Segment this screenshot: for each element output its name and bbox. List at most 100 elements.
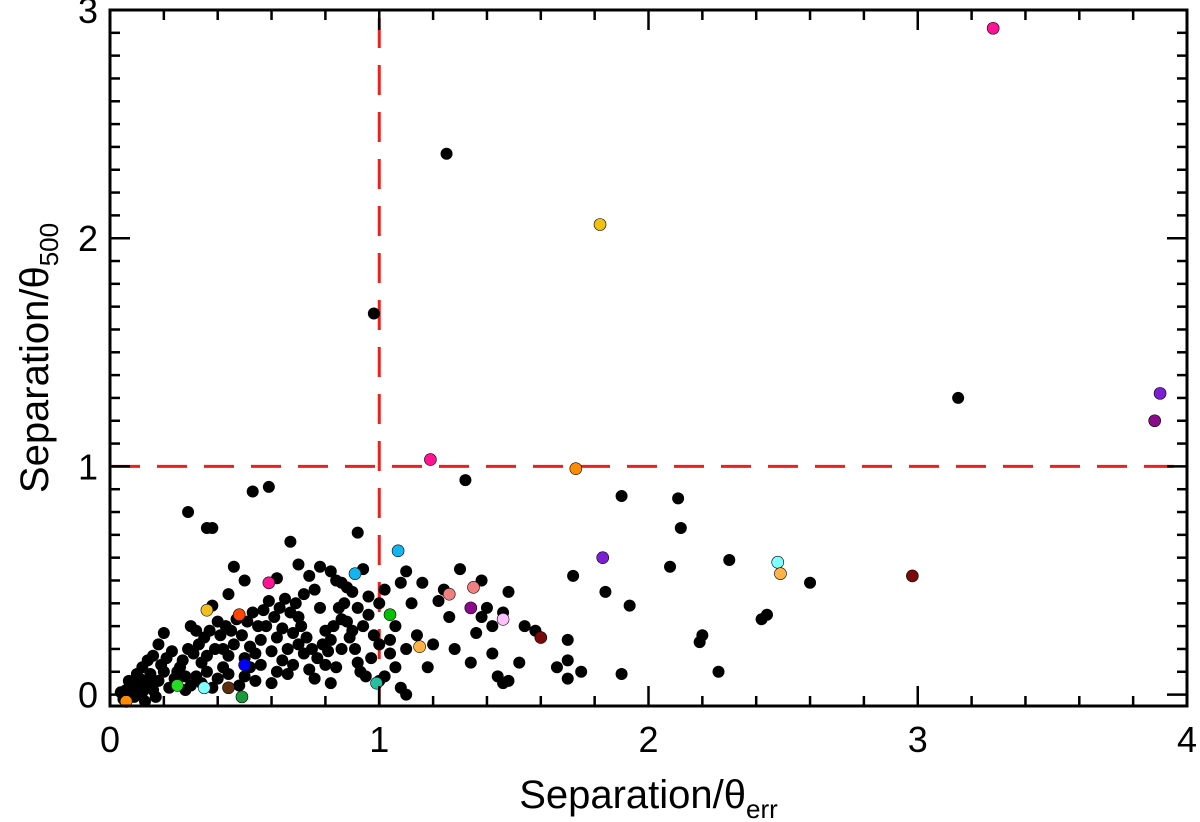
data-point (480, 601, 493, 614)
data-point (712, 665, 725, 678)
data-point (308, 672, 321, 685)
data-point (459, 474, 472, 487)
data-point (475, 574, 488, 587)
data-point (139, 695, 152, 708)
data-point (359, 670, 372, 683)
y-tick-label: 0 (78, 675, 98, 716)
data-point (276, 654, 289, 667)
data-point (144, 668, 157, 681)
data-point (246, 606, 259, 619)
data-point (389, 620, 402, 633)
data-point (362, 608, 375, 621)
data-point (152, 674, 165, 687)
data-point (378, 583, 391, 596)
data-point (534, 631, 548, 644)
tick-marks (108, 8, 1189, 706)
data-point (227, 638, 240, 651)
data-point (246, 485, 259, 498)
data-point (265, 645, 278, 658)
data-point (200, 665, 213, 678)
data-point (238, 670, 251, 683)
data-point (804, 576, 817, 589)
data-point (615, 668, 628, 681)
data-point (249, 674, 262, 687)
data-point (324, 633, 337, 646)
data-point (338, 597, 351, 610)
data-point (448, 642, 461, 655)
data-point (351, 601, 364, 614)
data-point (217, 642, 230, 655)
data-point (311, 652, 324, 665)
data-point (760, 608, 773, 621)
data-point (400, 688, 413, 701)
data-point (252, 620, 265, 633)
data-point (410, 629, 423, 642)
data-point (273, 601, 286, 614)
y-tick-label: 3 (78, 0, 98, 31)
data-point (370, 676, 383, 690)
data-point (281, 642, 294, 655)
data-point (373, 597, 386, 610)
data-point (615, 490, 628, 503)
data-point (324, 677, 337, 690)
data-point (203, 624, 216, 637)
data-point (569, 462, 583, 475)
data-point (222, 588, 235, 601)
data-point (303, 569, 316, 582)
data-point (214, 629, 227, 642)
data-point (235, 629, 248, 642)
data-point (238, 574, 251, 587)
data-point (664, 560, 677, 573)
data-point (470, 626, 483, 639)
data-point (268, 611, 281, 624)
data-point (281, 668, 294, 681)
data-point (292, 558, 305, 571)
data-point (346, 624, 359, 637)
data-point (424, 453, 437, 466)
data-points (114, 21, 1167, 708)
data-point (295, 620, 308, 633)
data-point (464, 656, 477, 669)
data-point (561, 672, 574, 685)
data-point (391, 544, 405, 558)
data-point (575, 665, 588, 678)
data-point (383, 608, 397, 622)
data-point (475, 611, 488, 624)
data-point (222, 681, 235, 695)
data-point (723, 553, 736, 566)
data-point (502, 585, 515, 598)
data-point (518, 620, 531, 633)
y-tick-label: 2 (78, 218, 98, 259)
data-point (365, 652, 378, 665)
x-axis-label: Separation/θerr (519, 773, 778, 822)
data-point (130, 668, 143, 681)
data-point (314, 560, 327, 573)
data-point (596, 551, 610, 564)
data-point (672, 492, 685, 505)
data-point (262, 595, 275, 608)
data-point (279, 592, 292, 605)
data-point (324, 565, 337, 578)
data-point (771, 555, 785, 569)
data-point (593, 218, 607, 231)
data-point (427, 638, 440, 651)
data-point (357, 620, 370, 633)
data-point (400, 565, 413, 578)
data-point (227, 560, 240, 573)
data-point (567, 569, 580, 582)
data-point (906, 569, 919, 583)
data-point (440, 147, 453, 160)
data-point (262, 576, 276, 590)
data-point (200, 649, 213, 662)
data-point (270, 665, 283, 678)
data-point (206, 522, 219, 535)
data-point (384, 647, 397, 660)
data-point (171, 679, 184, 692)
data-point (276, 622, 289, 635)
data-point (254, 633, 267, 646)
data-point (442, 587, 456, 601)
data-point (405, 597, 418, 610)
data-point (244, 640, 257, 653)
x-tick-label: 4 (1177, 719, 1197, 760)
